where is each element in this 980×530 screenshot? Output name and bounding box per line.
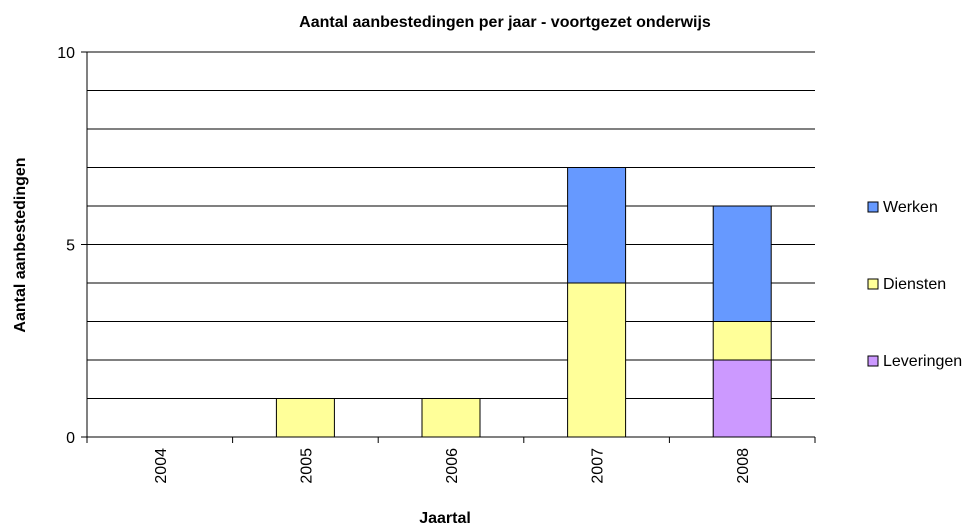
- bar-segment: [567, 282, 627, 438]
- y-tick-label: 5: [66, 238, 75, 255]
- y-tick-label: 0: [66, 430, 75, 447]
- legend-label: Leveringen: [883, 353, 962, 370]
- legend-swatch: [867, 355, 879, 367]
- legend-swatch: [867, 201, 879, 213]
- legend-swatch: [867, 278, 879, 290]
- bar-segment: [712, 205, 772, 322]
- y-axis-label: Aantal aanbestedingen: [12, 157, 29, 332]
- legend-label: Werken: [883, 199, 938, 216]
- bar-segment: [712, 321, 772, 361]
- x-tick-label: 2008: [735, 448, 752, 484]
- x-tick-label: 2005: [298, 448, 315, 484]
- x-tick-label: 2006: [444, 448, 461, 484]
- x-tick-label: 2004: [153, 448, 170, 484]
- bar-segment: [421, 398, 481, 438]
- bar-segment: [712, 359, 772, 438]
- x-tick-label: 2007: [590, 448, 607, 484]
- y-tick-label: 10: [57, 45, 75, 62]
- legend-label: Diensten: [883, 276, 946, 293]
- bar-segment: [567, 167, 627, 284]
- bar-segment: [275, 398, 335, 438]
- x-axis-label: Jaartal: [419, 510, 471, 527]
- chart-title: Aantal aanbestedingen per jaar - voortge…: [299, 14, 711, 31]
